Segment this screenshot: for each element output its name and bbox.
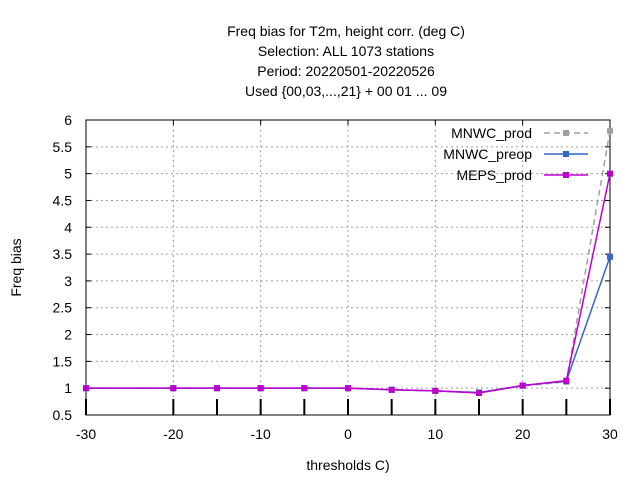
chart-title: Freq bias for T2m, height corr. (deg C) S…	[227, 23, 465, 99]
legend-marker	[563, 151, 569, 157]
title-line: Period: 20220501-20220526	[257, 63, 435, 79]
series-line	[86, 256, 611, 394]
y-tick-label: 0.5	[53, 407, 73, 423]
series-point	[476, 390, 482, 397]
legend-marker	[563, 130, 569, 136]
y-tick-label: 4	[64, 219, 72, 235]
legend-label: MEPS_prod	[457, 167, 532, 183]
title-line: Freq bias for T2m, height corr. (deg C)	[227, 23, 465, 39]
y-tick-label: 4.5	[53, 192, 73, 208]
y-tick-label: 2.5	[53, 300, 73, 316]
title-line: Selection: ALL 1073 stations	[258, 43, 434, 59]
title-line: Used {00,03,...,21} + 00 01 ... 09	[245, 83, 447, 99]
series-line	[86, 173, 611, 394]
legend-marker	[563, 172, 569, 178]
x-axis-ticks: -30 -20 -10 0 10 20 30	[76, 120, 618, 442]
series-point	[257, 385, 264, 392]
x-tick-label: -30	[76, 426, 96, 442]
series-point	[607, 127, 613, 134]
y-tick-label: 1	[64, 380, 72, 396]
series-point	[432, 387, 439, 394]
legend: MNWC_prod MNWC_preop MEPS_prod	[443, 125, 588, 183]
series-point	[563, 377, 570, 384]
x-tick-label: 0	[344, 426, 352, 442]
series-point	[301, 385, 308, 392]
series-point	[214, 385, 220, 392]
x-tick-label: 30	[602, 426, 618, 442]
series-point	[345, 385, 351, 392]
y-tick-label: 3	[64, 273, 72, 289]
series-point	[170, 385, 177, 392]
y-axis-label: Freq bias	[8, 238, 24, 296]
x-tick-label: -20	[163, 426, 183, 442]
legend-label: MNWC_preop	[443, 146, 532, 162]
x-tick-label: -10	[251, 426, 271, 442]
series-point	[83, 385, 89, 392]
series-point	[607, 170, 613, 177]
series-point	[388, 386, 395, 393]
y-tick-label: 5.5	[53, 139, 73, 155]
series-point	[519, 382, 526, 389]
y-tick-label: 1.5	[53, 353, 73, 369]
y-tick-label: 2	[64, 327, 72, 343]
y-tick-label: 6	[64, 112, 72, 128]
x-tick-label: 20	[515, 426, 531, 442]
y-tick-label: 3.5	[53, 246, 73, 262]
y-tick-label: 5	[64, 166, 72, 182]
series-point	[607, 253, 613, 260]
legend-label: MNWC_prod	[451, 125, 532, 141]
grid	[86, 120, 610, 415]
series-lines	[83, 127, 613, 397]
x-axis-label: thresholds C)	[306, 457, 389, 473]
y-axis-ticks: 0.5 1 1.5 2 2.5 3 3.5 4 4.5 5 5.5 6	[53, 112, 610, 423]
x-tick-label: 10	[428, 426, 444, 442]
